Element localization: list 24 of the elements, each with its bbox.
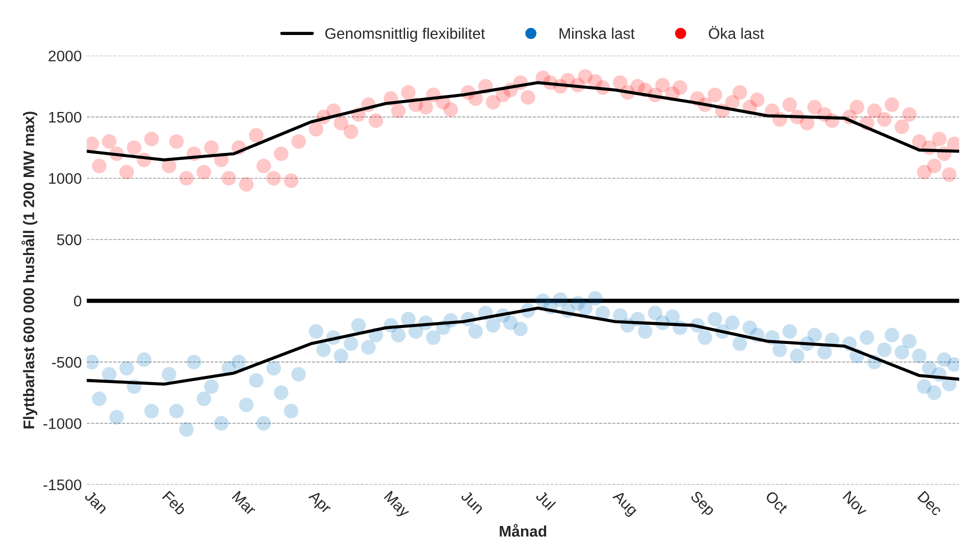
y-tick-label: -1500 xyxy=(44,479,82,490)
x-tick-label: Oct xyxy=(764,490,789,514)
x-tick-label: Jul xyxy=(535,490,556,510)
x-tick-label: Sep xyxy=(688,490,716,518)
x-tick-label: Nov xyxy=(842,490,868,517)
y-tick-label: 0 xyxy=(74,296,82,306)
legend-label: Genomsnittlig flexibilitet xyxy=(325,28,485,42)
legend-label: Öka last xyxy=(708,26,764,39)
y-tick-label: 1500 xyxy=(49,112,82,123)
y-tick-label: -1000 xyxy=(44,418,82,430)
x-tick-label: Dec xyxy=(917,490,943,516)
x-axis-title: Månad xyxy=(500,524,546,537)
x-tick-label: Mar xyxy=(232,490,257,516)
y-tick-label: 1000 xyxy=(49,173,82,184)
y-tick-label: 500 xyxy=(57,234,82,246)
x-tick-label: Jun xyxy=(460,490,484,514)
x-tick-label: Jan xyxy=(84,490,108,514)
x-tick-label: Apr xyxy=(306,490,332,516)
y-tick-label: -500 xyxy=(52,356,82,368)
x-tick-label: Aug xyxy=(610,490,638,518)
legend-label: Minska last xyxy=(560,28,635,39)
x-tick-label: Feb xyxy=(162,490,188,516)
y-axis-title: Flyttbarlast 600 000 hushåll (1 200 MW max) xyxy=(22,112,38,428)
y-tick-label: 2000 xyxy=(48,50,82,62)
